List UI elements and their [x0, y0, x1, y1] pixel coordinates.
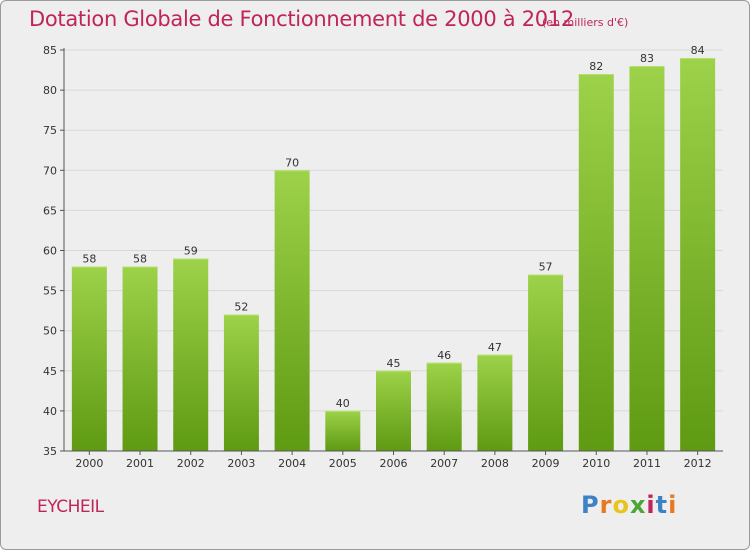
x-tick-label-2010: 2010	[582, 457, 610, 470]
y-tick-label: 75	[43, 124, 57, 137]
data-label-2012: 84	[691, 44, 705, 57]
bar-2010	[578, 74, 614, 451]
logo-letter: r	[599, 491, 613, 519]
data-label-2008: 47	[488, 341, 502, 354]
data-label-2010: 82	[589, 60, 603, 73]
y-tick-label: 70	[43, 164, 57, 177]
logo-letter: x	[629, 491, 647, 519]
logo-letter: P	[581, 491, 600, 519]
data-label-2003: 52	[234, 301, 248, 314]
x-tick-label-2011: 2011	[633, 457, 661, 470]
proxiti-logo: Proxiti	[581, 491, 677, 519]
bar-2009	[528, 274, 564, 451]
y-tick-label: 50	[43, 325, 57, 338]
bar-2004	[274, 170, 310, 452]
x-tick-label-2009: 2009	[532, 457, 560, 470]
data-label-2000: 58	[82, 253, 96, 266]
label-layer: 58 58 59 52 70 40 45 46 47 57 82 83 84	[82, 44, 704, 410]
x-tick-label-2001: 2001	[126, 457, 154, 470]
x-tick-label-2012: 2012	[684, 457, 712, 470]
y-tick-label: 35	[43, 445, 57, 458]
x-tick-label-2003: 2003	[227, 457, 255, 470]
y-tick-label: 40	[43, 405, 57, 418]
data-label-2011: 83	[640, 52, 654, 65]
y-tick-label: 60	[43, 245, 57, 258]
bar-2006	[376, 370, 411, 451]
bar-layer	[71, 58, 716, 452]
bar-2007	[426, 362, 462, 451]
data-label-2004: 70	[285, 156, 299, 169]
chart-title: Dotation Globale de Fonctionnement de 20…	[29, 7, 574, 31]
x-tick-label-2006: 2006	[380, 457, 408, 470]
bar-2001	[122, 266, 158, 451]
data-label-2001: 58	[133, 253, 147, 266]
x-tick-label-2008: 2008	[481, 457, 509, 470]
axis-layer: 35 40 45 50 55 60 65 70 75 80 85 2000 2001 2002 2003 20…	[43, 44, 723, 470]
bar-2012	[680, 58, 716, 452]
bar-2005	[325, 410, 361, 451]
data-label-2002: 59	[184, 245, 198, 258]
bar-2002	[173, 258, 209, 451]
bar-2011	[629, 66, 665, 451]
data-label-2009: 57	[539, 261, 553, 274]
data-label-2005: 40	[336, 397, 350, 410]
bar-2008	[477, 354, 513, 451]
x-tick-label-2007: 2007	[430, 457, 458, 470]
x-tick-label-2005: 2005	[329, 457, 357, 470]
logo-letter: o	[612, 491, 630, 519]
x-tick-label-2002: 2002	[177, 457, 205, 470]
y-tick-label: 55	[43, 285, 57, 298]
commune-name: EYCHEIL	[37, 497, 104, 517]
y-tick-label: 85	[43, 44, 57, 57]
x-tick-label-2000: 2000	[75, 457, 103, 470]
logo-letter: i	[646, 491, 656, 519]
data-label-2007: 46	[437, 349, 451, 362]
logo-letter: i	[668, 491, 678, 519]
y-tick-label: 80	[43, 84, 57, 97]
x-tick-label-2004: 2004	[278, 457, 306, 470]
y-tick-label: 65	[43, 204, 57, 217]
logo-letter: t	[655, 491, 669, 519]
chart-subtitle: (en milliers d'€)	[542, 16, 629, 29]
bar-2000	[71, 266, 107, 451]
bar-2003	[223, 314, 259, 451]
data-label-2006: 45	[387, 357, 401, 370]
y-tick-label: 45	[43, 365, 57, 378]
